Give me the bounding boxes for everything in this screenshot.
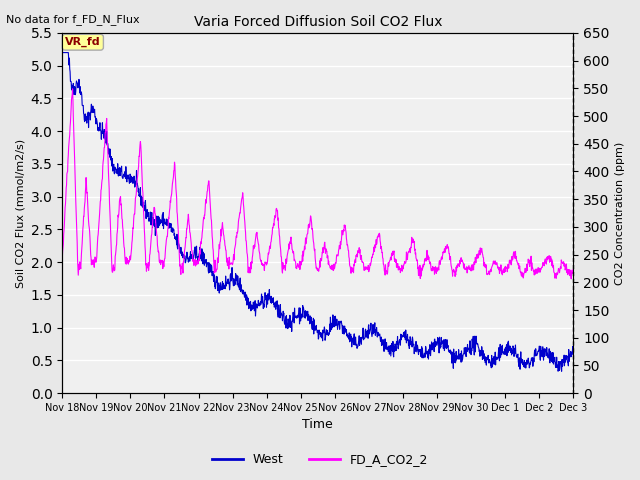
Text: No data for f_FD_N_Flux: No data for f_FD_N_Flux [6,14,140,25]
Title: Varia Forced Diffusion Soil CO2 Flux: Varia Forced Diffusion Soil CO2 Flux [193,15,442,29]
Y-axis label: Soil CO2 Flux (mmol/m2/s): Soil CO2 Flux (mmol/m2/s) [15,138,25,288]
Legend: West, FD_A_CO2_2: West, FD_A_CO2_2 [207,448,433,471]
X-axis label: Time: Time [303,419,333,432]
Y-axis label: CO2 Concentration (ppm): CO2 Concentration (ppm) [615,142,625,285]
Text: VR_fd: VR_fd [65,37,100,48]
